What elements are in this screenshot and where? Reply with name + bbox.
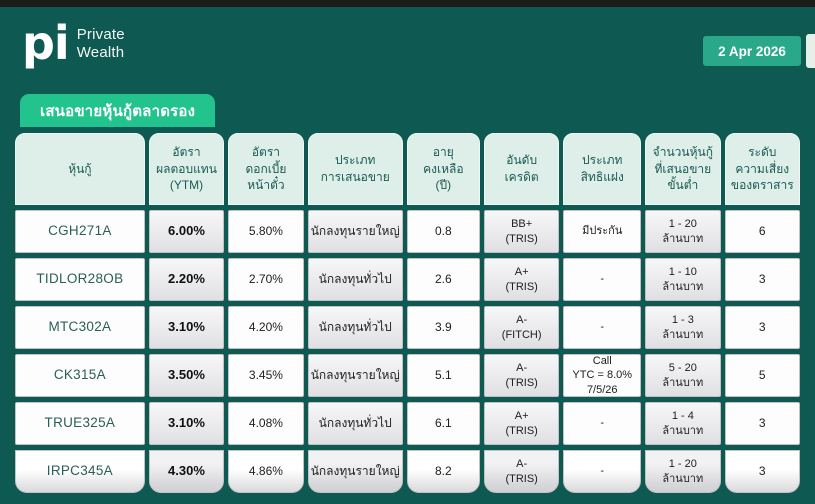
date-badge: 2 Apr 2026 bbox=[703, 36, 801, 66]
cell-rating: A- (FITCH) bbox=[483, 306, 560, 349]
cell-embedded-option: - bbox=[563, 450, 642, 493]
cell-coupon: 4.20% bbox=[228, 306, 304, 349]
cell-risk-level: 3 bbox=[724, 258, 800, 301]
cell-tenor: 0.8 bbox=[406, 210, 480, 253]
header-ytm: อัตรา ผลตอบแทน (YTM) bbox=[148, 133, 225, 205]
pi-logo: pi bbox=[22, 16, 70, 70]
header-coupon: อัตรา ดอกเบี้ย หน้าตั๋ว bbox=[228, 133, 304, 205]
cell-risk-level: 5 bbox=[724, 354, 800, 397]
cell-embedded-option: มีประกัน bbox=[563, 210, 642, 253]
bond-table: หุ้นกู้ อัตรา ผลตอบแทน (YTM) อัตรา ดอกเบี้ย หน… bbox=[15, 133, 800, 493]
header-rating: อันดับ เครดิต bbox=[483, 133, 560, 205]
cell-risk-level: 3 bbox=[724, 306, 800, 349]
cell-coupon: 3.45% bbox=[228, 354, 304, 397]
cell-bond: TIDLOR28OB bbox=[15, 258, 145, 301]
header-bond: หุ้นกู้ bbox=[15, 133, 145, 205]
cell-ytm: 3.10% bbox=[148, 306, 225, 349]
cell-risk-level: 6 bbox=[724, 210, 800, 253]
cell-rating: A+ (TRIS) bbox=[483, 402, 560, 445]
cell-bond: CK315A bbox=[15, 354, 145, 397]
header-risk-level: ระดับ ความเสี่ยง ของตราสาร bbox=[724, 133, 800, 205]
cell-min-amount: 5 - 20 ล้านบาท bbox=[645, 354, 721, 397]
cell-rating: BB+ (TRIS) bbox=[483, 210, 560, 253]
cell-offer-type: นักลงทุนรายใหญ่ bbox=[307, 450, 403, 493]
cell-offer-type: นักลงทุนรายใหญ่ bbox=[307, 354, 403, 397]
header-min-amount: จำนวนหุ้นกู้ ที่เสนอขาย ขั้นต่ำ bbox=[645, 133, 721, 205]
brand-name: Private Wealth bbox=[77, 26, 125, 62]
cell-embedded-option: - bbox=[563, 258, 642, 301]
brand-name-line2: Wealth bbox=[76, 43, 125, 61]
cell-min-amount: 1 - 20 ล้านบาท bbox=[645, 450, 721, 493]
cell-bond: CGH271A bbox=[15, 210, 145, 253]
cell-coupon: 4.08% bbox=[228, 402, 304, 445]
cell-tenor: 2.6 bbox=[406, 258, 480, 301]
cell-bond: MTC302A bbox=[15, 306, 145, 349]
header-offer-type: ประเภท การเสนอขาย bbox=[307, 133, 403, 205]
cell-tenor: 5.1 bbox=[406, 354, 480, 397]
cell-ytm: 2.20% bbox=[148, 258, 225, 301]
cell-rating: A+ (TRIS) bbox=[483, 258, 560, 301]
title-badge: เสนอขายหุ้นกู้ตลาดรอง bbox=[20, 94, 216, 127]
header-embedded-option: ประเภท สิทธิแฝง bbox=[563, 133, 642, 205]
cell-min-amount: 1 - 10 ล้านบาท bbox=[645, 258, 721, 301]
cell-risk-level: 3 bbox=[724, 450, 800, 493]
brand-name-line1: Private bbox=[76, 25, 125, 43]
cell-tenor: 3.9 bbox=[406, 306, 480, 349]
cell-min-amount: 1 - 4 ล้านบาท bbox=[645, 402, 721, 445]
cell-min-amount: 1 - 3 ล้านบาท bbox=[645, 306, 721, 349]
cell-min-amount: 1 - 20 ล้านบาท bbox=[645, 210, 721, 253]
cell-ytm: 3.10% bbox=[148, 402, 225, 445]
cell-offer-type: นักลงทุนทั่วไป bbox=[307, 258, 403, 301]
cell-tenor: 6.1 bbox=[406, 402, 480, 445]
cell-risk-level: 3 bbox=[724, 402, 800, 445]
cell-embedded-option: - bbox=[563, 402, 642, 445]
cell-coupon: 4.86% bbox=[228, 450, 304, 493]
cell-ytm: 6.00% bbox=[148, 210, 225, 253]
cell-rating: A- (TRIS) bbox=[483, 450, 560, 493]
cell-ytm: 4.30% bbox=[148, 450, 225, 493]
cell-embedded-option: Call YTC = 8.0% 7/5/26 bbox=[563, 354, 642, 397]
top-bar bbox=[0, 0, 815, 7]
cell-coupon: 2.70% bbox=[228, 258, 304, 301]
cell-tenor: 8.2 bbox=[406, 450, 480, 493]
cell-ytm: 3.50% bbox=[148, 354, 225, 397]
cell-rating: A- (TRIS) bbox=[483, 354, 560, 397]
header-tenor: อายุ คงเหลือ (ปี) bbox=[406, 133, 480, 205]
cell-offer-type: นักลงทุนทั่วไป bbox=[307, 306, 403, 349]
cell-offer-type: นักลงทุนรายใหญ่ bbox=[307, 210, 403, 253]
cell-offer-type: นักลงทุนทั่วไป bbox=[307, 402, 403, 445]
cell-embedded-option: - bbox=[563, 306, 642, 349]
cell-bond: TRUE325A bbox=[15, 402, 145, 445]
brand-logo: pi Private Wealth bbox=[22, 16, 125, 70]
cell-bond: IRPC345A bbox=[15, 450, 145, 493]
edge-artifact bbox=[806, 34, 815, 68]
cell-coupon: 5.80% bbox=[228, 210, 304, 253]
